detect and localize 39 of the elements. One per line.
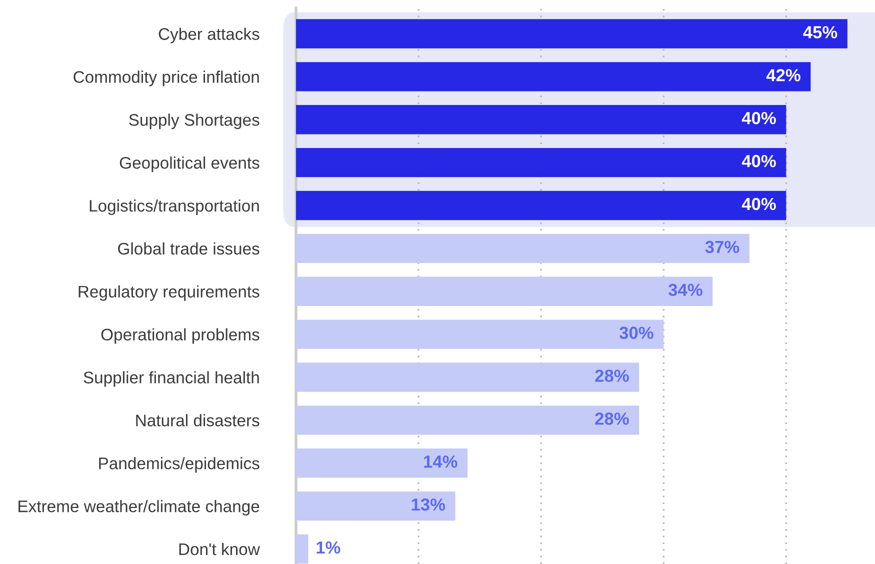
bar	[296, 276, 713, 306]
y-tick-label: Extreme weather/climate change	[18, 500, 260, 516]
bar	[296, 190, 786, 220]
bar	[296, 105, 786, 134]
data-label: 40%	[742, 112, 776, 124]
bar	[296, 320, 664, 349]
data-label: 13%	[412, 498, 446, 511]
y-tick-label: Geopolitical events	[120, 156, 260, 172]
y-tick-label: Supplier financial health	[84, 371, 259, 387]
bar	[296, 406, 640, 435]
data-label: 28%	[595, 412, 629, 425]
y-tick-label: Operational problems	[101, 328, 260, 344]
data-label: 40%	[742, 154, 776, 168]
data-label: 40%	[742, 198, 776, 210]
bar	[296, 448, 468, 478]
bar	[296, 234, 750, 264]
data-label: 30%	[619, 326, 654, 339]
data-label: 14%	[424, 456, 458, 468]
y-tick-label: Cyber attacks	[158, 28, 260, 44]
data-label: 37%	[705, 240, 740, 254]
y-tick-label: Pandemics/epidemics	[99, 457, 260, 473]
bar	[296, 62, 811, 92]
bar	[296, 491, 456, 521]
data-label: 1%	[316, 541, 340, 554]
y-tick-label: Logistics/transportation	[90, 199, 259, 215]
bar	[296, 534, 308, 564]
data-label: 45%	[803, 26, 838, 38]
bar	[296, 362, 640, 392]
bar	[296, 148, 786, 178]
y-tick-label: Natural disasters	[136, 414, 260, 426]
bar	[296, 19, 848, 48]
data-label: 34%	[668, 284, 702, 296]
data-label: 42%	[766, 69, 800, 82]
y-tick-label: Global trade issues	[118, 242, 260, 255]
y-tick-label: Don't know	[179, 542, 260, 556]
y-tick-label: Commodity price inflation	[74, 70, 259, 86]
y-tick-label: Supply Shortages	[129, 114, 260, 130]
data-label: 28%	[595, 370, 629, 382]
y-tick-label: Regulatory requirements	[78, 285, 260, 301]
